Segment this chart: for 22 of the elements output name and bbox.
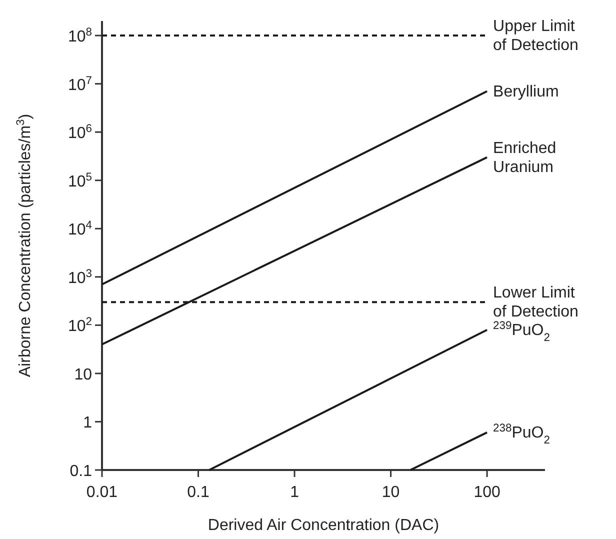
y-tick-label: 10$^{6}$ bbox=[68, 123, 92, 142]
series-label: Upper Limit of Detection bbox=[493, 18, 578, 54]
x-tick-label: 10 bbox=[382, 484, 400, 501]
y-tick-label: 10$^{2}$ bbox=[68, 316, 92, 336]
y-tick-label: 10 bbox=[74, 366, 92, 384]
x-tick-label: 0.1 bbox=[187, 484, 210, 501]
series-label: Beryllium bbox=[493, 83, 559, 100]
x-tick-label: 100 bbox=[474, 484, 500, 501]
y-tick-label: 1 bbox=[83, 414, 92, 432]
x-axis-title: Derived Air Concentration (DAC) bbox=[208, 517, 440, 534]
y-tick-label: 10$^{5}$ bbox=[68, 171, 92, 190]
y-tick-label: 10$^{8}$ bbox=[68, 26, 92, 46]
y-tick-label: 10$^{3}$ bbox=[68, 268, 92, 287]
series-label: $^{238}$PuO$_{2}$ bbox=[493, 422, 550, 446]
series-label: Lower Limit of Detection bbox=[493, 284, 578, 321]
y-tick-label: 10$^{7}$ bbox=[68, 74, 92, 94]
series-label: Enriched Uranium bbox=[493, 140, 556, 176]
x-tick-label: 0.01 bbox=[86, 484, 118, 501]
y-tick-label: 0.1 bbox=[70, 463, 92, 480]
x-tick-label: 1 bbox=[290, 484, 300, 501]
series-label: $^{239}$PuO$_{2}$ bbox=[493, 320, 550, 344]
y-tick-label: 10$^{4}$ bbox=[68, 220, 92, 239]
